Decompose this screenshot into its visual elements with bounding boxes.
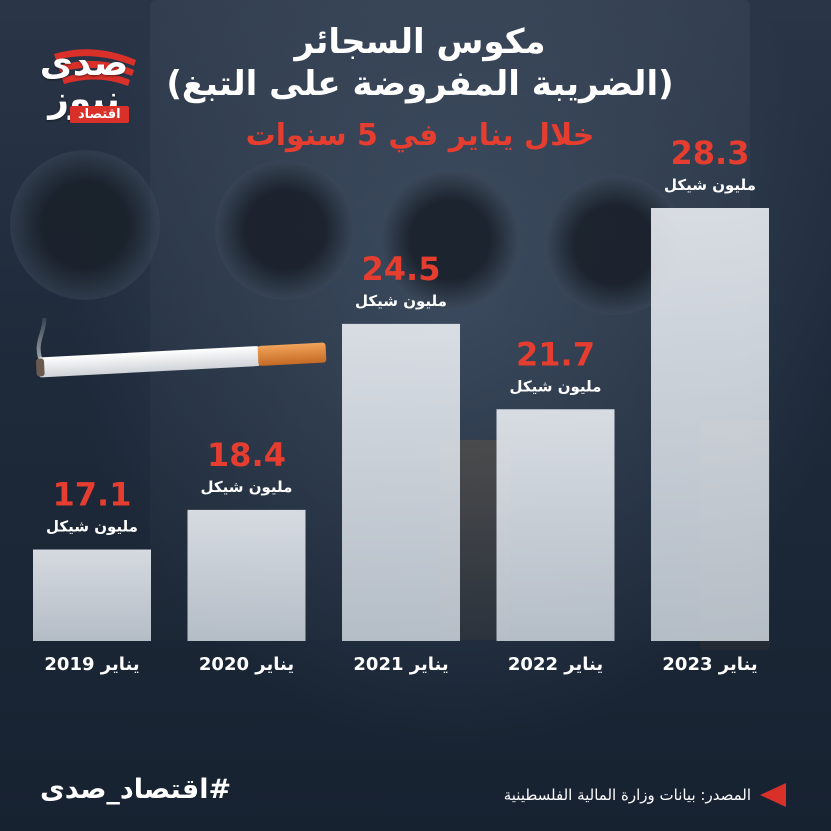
bar-unit-label: مليون شيكل bbox=[664, 176, 756, 194]
x-axis-category-label: يناير 2022 bbox=[508, 654, 603, 675]
background-cigarette-end bbox=[10, 150, 160, 300]
bar bbox=[187, 509, 306, 641]
logo-flag-stripes-icon bbox=[54, 49, 136, 86]
background-cigarette-end bbox=[380, 170, 520, 310]
red-triangle-arrow-icon bbox=[760, 783, 786, 807]
x-axis-category-label: يناير 2021 bbox=[353, 654, 448, 675]
x-axis-category-label: يناير 2020 bbox=[199, 654, 294, 675]
bar-value-label: 18.4 bbox=[207, 436, 286, 474]
chart-subtitle: خلال يناير في 5 سنوات bbox=[245, 118, 595, 153]
source-note: المصدر: بيانات وزارة المالية الفلسطينية bbox=[503, 786, 751, 804]
x-axis-category-label: يناير 2019 bbox=[44, 654, 139, 675]
bar-unit-label: مليون شيكل bbox=[201, 478, 293, 496]
bar-unit-label: مليون شيكل bbox=[510, 377, 602, 395]
hashtag-label: #اقتصاد_صدى bbox=[40, 774, 232, 805]
bar bbox=[496, 409, 615, 641]
x-axis-category-label: يناير 2023 bbox=[662, 654, 757, 675]
bar bbox=[651, 208, 769, 641]
bar-value-label: 28.3 bbox=[671, 134, 750, 172]
bar-unit-label: مليون شيكل bbox=[355, 292, 447, 310]
logo-section-tag: اقتصاد bbox=[70, 106, 129, 123]
chart-title: مكوس السجائر bbox=[294, 22, 546, 62]
cigarette-illustration bbox=[35, 318, 327, 378]
background-cigarette-end bbox=[215, 160, 355, 300]
sada-news-logo: صدى نيوز اقتصاد bbox=[24, 40, 144, 130]
chart-title-line-2: (الضريبة المفروضة على التبغ) bbox=[166, 64, 674, 104]
bar-value-label: 17.1 bbox=[53, 476, 132, 514]
logo-wordmark: صدى نيوز bbox=[39, 43, 129, 120]
bar-unit-label: مليون شيكل bbox=[46, 518, 138, 536]
bar bbox=[342, 323, 460, 641]
bar-value-label: 21.7 bbox=[516, 335, 595, 373]
bar-value-label: 24.5 bbox=[362, 250, 441, 288]
bar bbox=[33, 549, 151, 641]
